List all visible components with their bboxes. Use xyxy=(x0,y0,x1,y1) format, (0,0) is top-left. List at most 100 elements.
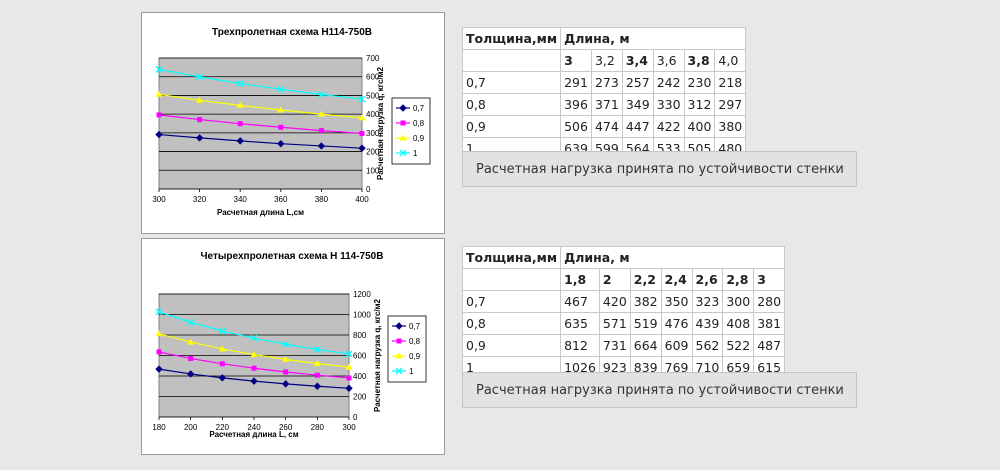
length-cell: 3,2 xyxy=(590,49,623,72)
data-point xyxy=(345,350,353,358)
load-value-cell: 230 xyxy=(683,71,716,94)
load-value-cell: 273 xyxy=(590,71,623,94)
note-text: Расчетная нагрузка принята по устойчивос… xyxy=(476,161,844,177)
table-row: 0,7 467 420 382 350 323 300 280 xyxy=(461,290,786,313)
y-tick-label: 600 xyxy=(353,352,367,361)
y-tick-label: 200 xyxy=(353,393,367,402)
x-tick-label: 200 xyxy=(184,423,198,432)
load-value-cell: 506 xyxy=(560,115,592,138)
length-cell: 3,6 xyxy=(652,49,685,72)
thickness-cell: 0,8 xyxy=(461,93,562,116)
load-value-cell: 280 xyxy=(753,290,786,313)
data-point xyxy=(186,370,195,378)
thickness-cell: 0,7 xyxy=(461,290,562,313)
data-point xyxy=(314,372,320,378)
y-tick-label: 800 xyxy=(353,331,367,340)
data-point xyxy=(196,73,204,81)
load-value-cell: 769 xyxy=(660,356,693,379)
legend-marker xyxy=(395,322,403,330)
table-row: 0,8 396 371 349 330 312 297 xyxy=(461,93,747,116)
load-value-cell: 297 xyxy=(714,93,747,116)
data-point xyxy=(218,345,226,352)
data-point xyxy=(313,345,321,353)
data-point xyxy=(317,142,326,150)
data-point xyxy=(195,134,204,142)
table-row: 0,9 506 474 447 422 400 380 xyxy=(461,115,747,138)
data-point xyxy=(358,114,366,121)
data-point xyxy=(197,117,203,123)
data-point xyxy=(277,85,285,93)
data-point xyxy=(250,351,258,358)
series-line-1 xyxy=(158,68,363,100)
x-tick-label: 400 xyxy=(355,195,369,204)
y-tick-label: 200 xyxy=(366,148,380,157)
load-value-cell: 380 xyxy=(714,115,747,138)
load-value-cell: 381 xyxy=(753,312,786,335)
y-tick-label: 700 xyxy=(366,54,380,63)
load-value-cell: 408 xyxy=(722,312,755,335)
length-cell: 4,0 xyxy=(714,49,747,72)
note-four-span: Расчетная нагрузка принята по устойчивос… xyxy=(462,372,857,408)
data-point xyxy=(156,349,162,355)
x-tick-label: 300 xyxy=(152,195,166,204)
x-tick-label: 260 xyxy=(279,423,293,432)
length-cell: 2 xyxy=(598,268,631,291)
chart-title: Трехпролетная схема Н114-750В xyxy=(212,27,372,38)
data-point xyxy=(237,121,243,127)
load-value-cell: 439 xyxy=(691,312,724,335)
length-cell: 2,8 xyxy=(722,268,755,291)
data-point xyxy=(156,112,162,118)
data-point xyxy=(282,355,290,362)
table-header-row: Толщина,мм Длина, м xyxy=(461,246,786,269)
note-text: Расчетная нагрузка принята по устойчивос… xyxy=(476,382,844,398)
legend-label: 0,8 xyxy=(409,337,421,346)
x-tick-label: 240 xyxy=(247,423,261,432)
legend-label: 0,9 xyxy=(409,352,421,361)
x-tick-label: 300 xyxy=(342,423,356,432)
load-table-four-span: Толщина,мм Длина, м 1,8 2 2,2 2,4 2,6 2,… xyxy=(461,246,786,379)
data-point xyxy=(345,384,353,393)
thickness-cell: 0,9 xyxy=(461,334,562,357)
chart-title: Четырехпролетная схема Н 114-750В xyxy=(201,251,384,262)
data-point xyxy=(236,79,244,87)
series-line-0-7 xyxy=(158,133,363,149)
data-point xyxy=(318,128,324,134)
load-value-cell: 476 xyxy=(660,312,693,335)
load-value-cell: 422 xyxy=(652,115,685,138)
legend-label: 0,8 xyxy=(413,119,425,128)
load-value-cell: 519 xyxy=(629,312,662,335)
length-cell: 3,8 xyxy=(683,49,716,72)
legend-marker xyxy=(399,134,407,141)
note-three-span: Расчетная нагрузка принята по устойчивос… xyxy=(462,151,857,187)
plot-area xyxy=(158,57,363,190)
x-tick-label: 360 xyxy=(274,195,288,204)
load-value-cell: 312 xyxy=(683,93,716,116)
y-tick-label: 300 xyxy=(366,129,380,138)
x-tick-label: 340 xyxy=(234,195,248,204)
data-point xyxy=(155,130,163,139)
load-value-cell: 487 xyxy=(753,334,786,357)
load-value-cell: 522 xyxy=(722,334,755,357)
thickness-cell: 0,9 xyxy=(461,115,562,138)
data-point xyxy=(358,95,366,103)
data-point xyxy=(317,110,325,117)
load-value-cell: 349 xyxy=(621,93,654,116)
chart-three-span-svg: Трехпролетная схема Н114-750В 0 100 200 300 4… xyxy=(152,27,431,217)
thickness-header: Толщина,мм xyxy=(461,246,562,269)
data-point xyxy=(187,318,195,326)
table-row: 0,7 291 273 257 242 230 218 xyxy=(461,71,747,94)
length-cell: 2,2 xyxy=(629,268,662,291)
y-tick-label: 400 xyxy=(353,372,367,381)
data-point xyxy=(313,382,322,390)
legend-label: 0,9 xyxy=(413,134,425,143)
load-value-cell: 350 xyxy=(660,290,693,313)
x-tick-label: 280 xyxy=(311,423,325,432)
data-point xyxy=(359,130,365,136)
y-axis-label: Расчетная нагрузка q, кгс/м2 xyxy=(373,298,382,412)
data-point xyxy=(358,144,366,152)
load-value-cell: 400 xyxy=(683,115,716,138)
x-tick-label: 220 xyxy=(216,423,230,432)
data-point xyxy=(218,327,226,335)
data-point xyxy=(313,359,321,366)
length-cell: 3,4 xyxy=(621,49,654,72)
